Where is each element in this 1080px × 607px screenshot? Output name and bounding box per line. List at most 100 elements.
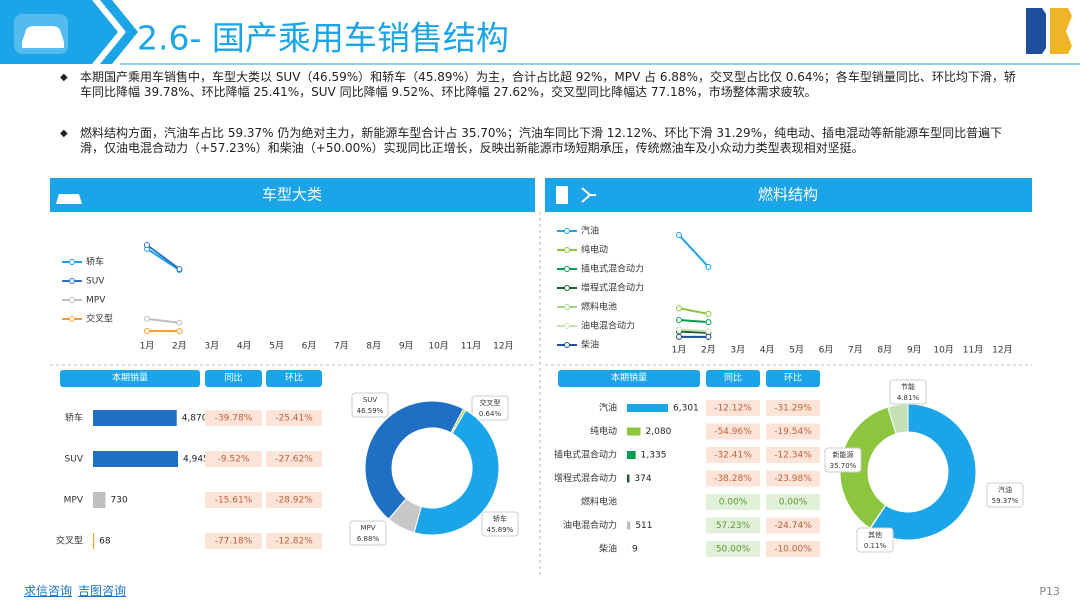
table-cell [706,423,760,440]
legend-label: MPV [86,296,106,306]
cell-label: -31.29% [774,404,812,414]
x-tick-label: 2月 [172,341,187,352]
bar [627,521,631,530]
value-label: 9 [632,545,638,555]
bullet-dot: ◆ [60,72,68,83]
header-chevron [100,0,138,64]
callout-value: 35.70% [830,462,857,470]
page-number: P13 [1039,585,1060,598]
cell-label: -28.92% [275,496,313,506]
x-tick-label: 8月 [877,345,892,356]
table-header [60,370,200,387]
x-tick-label: 9月 [399,341,414,352]
donut-slice [839,406,897,529]
line-series [678,328,709,333]
table-cell [266,410,322,426]
table-cell [205,451,262,467]
callout-value: 59.37% [992,497,1019,505]
line-series [678,330,709,334]
callout-value: 0.64% [479,410,502,418]
line-marker [705,333,712,340]
callout-value: 4.81% [897,394,920,402]
value-label: 2,080 [646,427,672,437]
table-cell [766,541,820,557]
car-icon [22,26,64,48]
footer-links: 求信咨询 吉图咨询 [24,582,132,599]
table-cell [706,541,760,557]
x-tick-label: 12月 [992,345,1012,356]
category-label: 交叉型 [56,535,83,547]
cell-label: -19.54% [774,427,812,437]
line-marker [144,328,150,335]
category-label: 增程式混合动力 [554,472,617,484]
table-header [266,370,322,387]
legend-marker [564,228,570,234]
table-cell [766,494,820,510]
line-marker [705,310,712,317]
line-marker [176,328,183,335]
cell-label: -77.18% [215,537,253,547]
line-series [678,319,709,324]
x-tick-label: 10月 [428,341,448,352]
line-marker [676,326,682,333]
footer-link[interactable]: 吉图咨询 [78,584,127,598]
callout-value: 45.89% [487,526,514,534]
legend-marker [564,285,570,291]
x-tick-label: 3月 [204,341,219,352]
category-label: 插电式混合动力 [554,449,617,461]
line-marker [705,319,712,326]
line-marker [705,263,712,270]
legend-label: 纯电动 [581,244,608,256]
cell-label: -12.34% [774,451,812,461]
table-header-label: 本期销量 [112,372,148,384]
line-marker [676,333,682,340]
value-label: 511 [635,521,652,531]
callout-name: 新能源 [833,450,854,459]
legend-marker [564,266,570,272]
cell-label: 0.00% [779,498,808,508]
legend-label: 插电式混合动力 [581,263,644,275]
cell-label: -9.52% [218,455,250,465]
table-header [706,370,760,387]
category-label: MPV [64,496,84,506]
value-label: 1,335 [641,451,667,461]
line-series [146,244,180,270]
x-tick-label: 7月 [334,341,349,352]
callout-box [471,395,509,421]
bar [93,492,106,508]
legend-label: SUV [86,277,105,287]
value-label: 4,945 [183,455,209,465]
x-tick-label: 9月 [907,345,922,356]
callout-value: 0.11% [864,542,887,550]
bar [93,410,177,426]
x-tick-label: 1月 [140,341,155,352]
callout-box [351,392,389,418]
donut-slice [413,409,500,536]
footer-link[interactable]: 求信咨询 [24,584,73,598]
value-label: 68 [99,537,111,547]
line-series [678,234,710,268]
line-marker [144,242,150,248]
bar [627,404,668,412]
callout-box [481,511,519,537]
table-header [205,370,262,387]
x-tick-label: 1月 [672,345,687,356]
table-header-label: 环比 [784,372,802,384]
cell-label: -24.74% [774,521,812,531]
category-label: 轿车 [65,412,83,424]
fuel-icon [556,186,568,204]
donut-slice [887,403,909,435]
x-tick-label: 10月 [933,345,953,356]
category-label: 油电混合动力 [563,519,617,531]
logo [1026,8,1046,54]
table-cell [706,400,760,416]
bar [93,451,178,467]
cell-label: -25.41% [275,414,313,424]
panel-title: 车型大类 [262,186,322,204]
cell-label: 57.23% [716,521,751,531]
callout-name: SUV [363,396,378,404]
x-tick-label: 4月 [760,345,775,356]
bar [93,533,95,549]
cell-label: -32.41% [714,451,752,461]
